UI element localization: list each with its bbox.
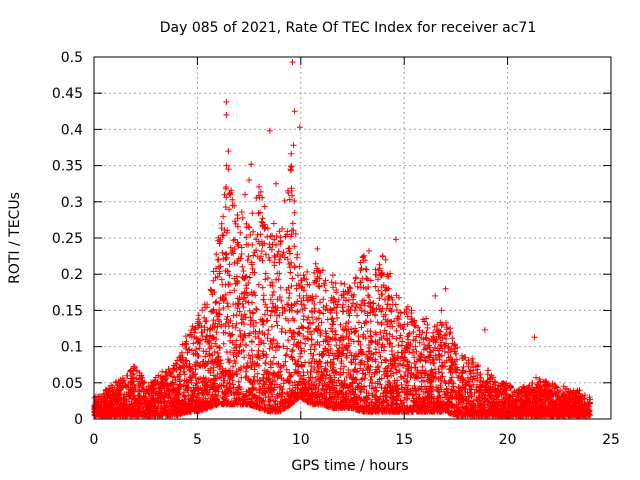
chart-title: Day 085 of 2021, Rate Of TEC Index for r…	[160, 20, 536, 36]
y-axis-ticks: 0 0.05 0.1 0.15 0.2 0.25 0.3 0.35 0.4 0.45 0.5	[52, 50, 611, 428]
grid-lines	[94, 57, 611, 419]
y-tick-label: 0.35	[52, 159, 83, 175]
y-tick-label: 0.25	[52, 231, 83, 247]
x-tick-label: 15	[395, 432, 413, 448]
y-tick-label: 0.45	[52, 86, 83, 102]
x-tick-label: 10	[292, 432, 310, 448]
plot-frame	[93, 56, 612, 420]
y-axis-label: ROTI / TECUs	[7, 192, 23, 284]
x-tick-label: 0	[90, 432, 99, 448]
y-tick-label: 0	[74, 412, 83, 428]
y-tick-label: 0.3	[61, 195, 83, 211]
x-tick-label: 20	[499, 432, 517, 448]
y-tick-label: 0.5	[61, 50, 83, 66]
y-tick-label: 0.05	[52, 376, 83, 392]
y-tick-label: 0.4	[61, 122, 83, 138]
y-tick-label: 0.2	[61, 267, 83, 283]
x-tick-label: 5	[193, 432, 202, 448]
y-tick-label: 0.1	[61, 340, 83, 356]
y-tick-label: 0.15	[52, 303, 83, 319]
data-point-markers	[91, 59, 594, 419]
x-axis-label: GPS time / hours	[291, 458, 408, 474]
x-tick-label: 25	[602, 432, 620, 448]
x-axis-ticks: 0 5 10 15 20 25	[90, 57, 620, 448]
data-points	[91, 59, 594, 419]
